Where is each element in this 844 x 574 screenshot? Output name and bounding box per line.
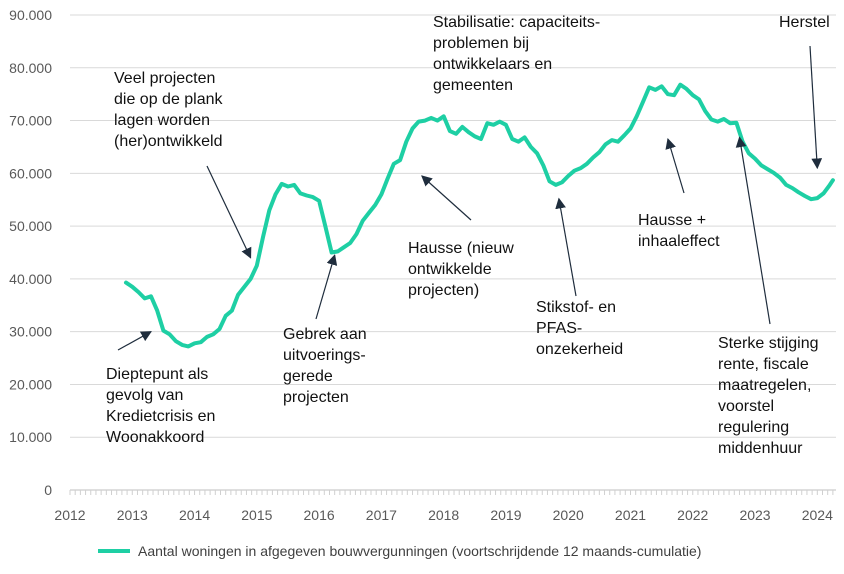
y-tick-label: 80.000	[9, 60, 52, 76]
y-tick-label: 0	[44, 482, 52, 498]
annotation: Herstel	[779, 14, 830, 170]
annotation-text: Stabilisatie: capaciteits-	[433, 14, 600, 31]
y-tick-label: 60.000	[9, 165, 52, 181]
annotation-text: Gebrek aan	[283, 326, 367, 343]
annotation: Hausse + inhaaleffect	[638, 137, 720, 250]
legend-label: Aantal woningen in afgegeven bouwvergunn…	[138, 543, 701, 559]
y-axis: 0 10.000 20.000 30.000 40.000 50.000 60.000 70.…	[9, 7, 52, 498]
x-tick-label: 2015	[241, 507, 272, 523]
annotation-text: Veel projecten	[114, 70, 215, 87]
annotation: Stabilisatie: capaciteits-problemen bij o…	[433, 14, 600, 94]
annotation-text: rente, fiscale	[718, 356, 809, 373]
gridlines	[70, 14, 836, 438]
x-tick-label: 2013	[117, 507, 148, 523]
y-tick-label: 50.000	[9, 218, 52, 234]
annotations: Dieptepunt als gevolg van Kredietcrisis en…	[106, 14, 830, 457]
x-tick-label: 2012	[54, 507, 85, 523]
annotation-text: gemeenten	[433, 77, 513, 94]
annotation-text: gevolg van	[106, 387, 183, 404]
annotation-arrow	[665, 137, 685, 194]
annotation-text: regulering	[718, 419, 789, 436]
annotation-text: voorstel	[718, 398, 774, 415]
annotation-arrow	[206, 165, 252, 259]
x-tick-label: 2018	[428, 507, 459, 523]
x-axis: 2012 2013 2014 2015 2016 2017 2018 2019 2020 2021…	[54, 489, 836, 523]
annotation-text: lagen worden	[114, 112, 210, 129]
annotation-text: Hausse (nieuw	[408, 240, 514, 257]
annotation-arrow	[315, 254, 338, 320]
annotation-arrow	[735, 136, 771, 325]
annotation-text: Dieptepunt als	[106, 366, 208, 383]
annotation-text: uitvoerings-	[283, 347, 366, 364]
x-tick-label: 2024	[802, 507, 833, 523]
y-tick-label: 10.000	[9, 429, 52, 445]
annotation-arrow	[117, 331, 152, 351]
x-tick-label: 2019	[490, 507, 521, 523]
annotation-text: PFAS-	[536, 320, 582, 337]
annotation-text: onzekerheid	[536, 341, 623, 358]
y-tick-label: 70.000	[9, 113, 52, 129]
y-tick-label: 30.000	[9, 324, 52, 340]
x-tick-label: 2014	[179, 507, 210, 523]
annotation: Stikstof- en PFAS-onzekerheid	[536, 197, 623, 358]
x-tick-label: 2020	[553, 507, 584, 523]
y-tick-label: 90.000	[9, 7, 52, 23]
annotation-text: inhaaleffect	[638, 233, 720, 250]
legend: Aantal woningen in afgegeven bouwvergunn…	[98, 543, 701, 559]
series-line	[124, 82, 835, 349]
annotation-text: projecten)	[408, 282, 479, 299]
x-tick-label: 2021	[615, 507, 646, 523]
annotation: Hausse (nieuw ontwikkelde projecten)	[408, 175, 514, 299]
annotation-text: ontwikkelaars en	[433, 56, 552, 73]
x-tick-label: 2017	[366, 507, 397, 523]
annotation-text: Hausse +	[638, 212, 706, 229]
annotation-text: die op de plank	[114, 91, 224, 108]
annotation: Gebrek aan uitvoerings-gerede projecten	[283, 254, 367, 406]
annotation: Veel projecten die op de plank lagen worde…	[114, 70, 252, 259]
annotation: Sterke stijging rente, fiscale maatregelen…	[718, 136, 819, 457]
annotation-text: gerede	[283, 368, 333, 385]
annotation-arrow	[421, 175, 472, 221]
x-tick-label: 2022	[677, 507, 708, 523]
annotation-text: Kredietcrisis en	[106, 408, 215, 425]
annotation-arrow	[809, 45, 823, 170]
annotation-text: problemen bij	[433, 35, 529, 52]
annotation-text: maatregelen,	[718, 377, 811, 394]
annotation-text: Woonakkoord	[106, 429, 204, 446]
y-tick-label: 20.000	[9, 376, 52, 392]
annotation-text: projecten	[283, 389, 349, 406]
x-tick-label: 2023	[739, 507, 770, 523]
y-tick-label: 40.000	[9, 271, 52, 287]
annotation-text: middenhuur	[718, 440, 803, 457]
annotation-text: Stikstof- en	[536, 299, 616, 316]
annotation-text: (her)ontwikkeld	[114, 133, 222, 150]
annotation-text: ontwikkelde	[408, 261, 492, 278]
annotation-arrow	[555, 197, 577, 297]
annotation: Dieptepunt als gevolg van Kredietcrisis en…	[106, 331, 215, 446]
annotation-text: Herstel	[779, 14, 830, 31]
x-tick-label: 2016	[304, 507, 335, 523]
annotation-text: Sterke stijging	[718, 335, 819, 352]
